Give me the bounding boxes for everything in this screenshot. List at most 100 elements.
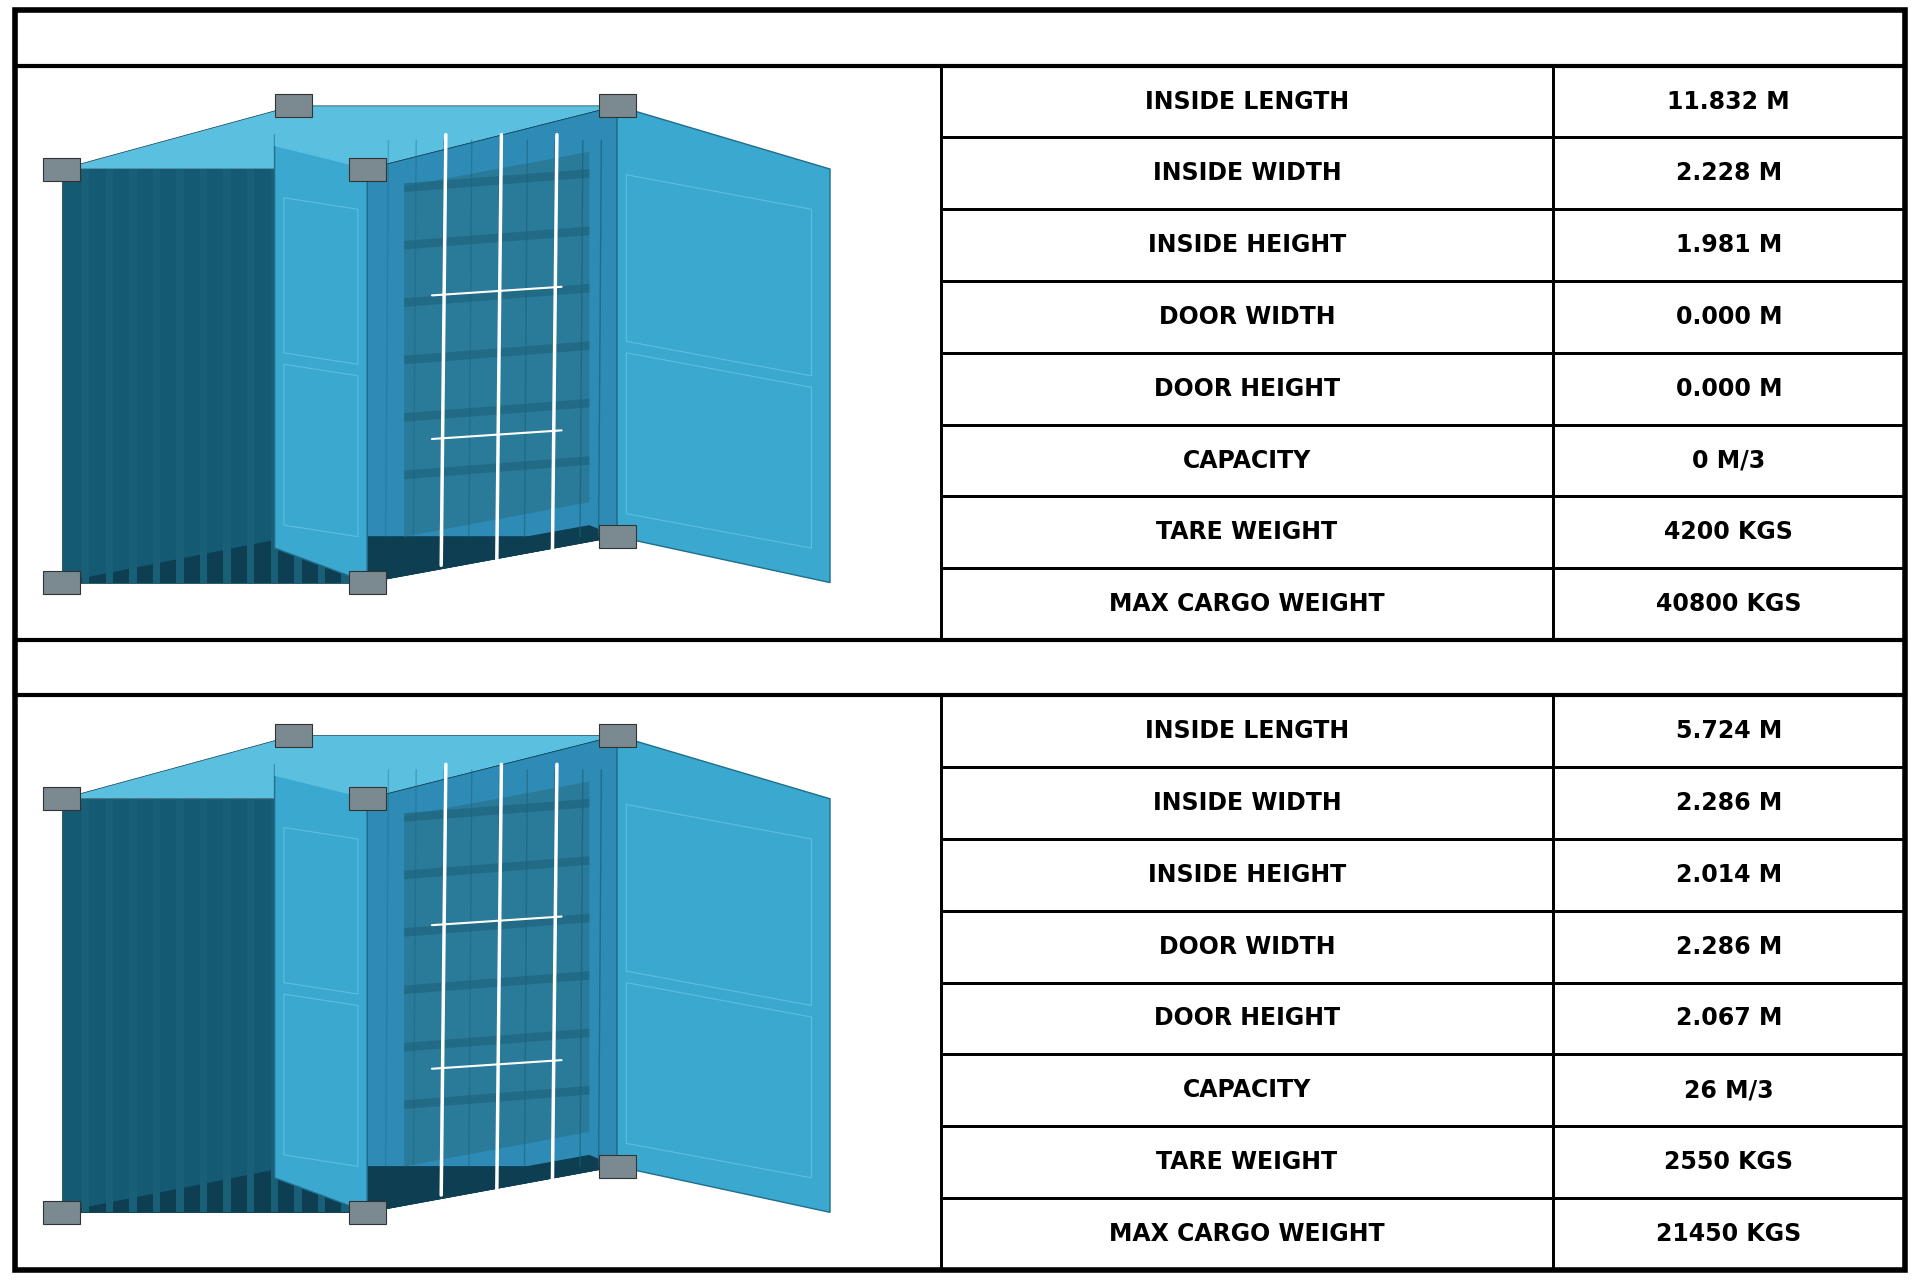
Polygon shape — [275, 759, 367, 799]
Polygon shape — [367, 736, 616, 1212]
Bar — [42, 787, 81, 810]
Text: 4200 KGS: 4200 KGS — [1665, 520, 1793, 544]
Polygon shape — [405, 914, 589, 937]
Bar — [599, 1155, 636, 1178]
Bar — [599, 95, 636, 118]
Text: TARE WEIGHT: TARE WEIGHT — [1156, 520, 1338, 544]
Polygon shape — [61, 536, 616, 582]
Text: 5.724 M: 5.724 M — [1676, 719, 1782, 744]
Text: 40800 KGS: 40800 KGS — [1657, 593, 1801, 616]
Text: MAX CARGO WEIGHT: MAX CARGO WEIGHT — [1110, 593, 1384, 616]
Text: 26 M/3: 26 M/3 — [1684, 1078, 1774, 1102]
Bar — [275, 95, 311, 118]
Text: INSIDE WIDTH: INSIDE WIDTH — [1152, 161, 1342, 186]
Polygon shape — [61, 169, 367, 582]
Text: INSIDE LENGTH: INSIDE LENGTH — [1144, 90, 1350, 114]
Polygon shape — [405, 1085, 589, 1108]
Bar — [349, 157, 386, 180]
Text: 0.000 M: 0.000 M — [1676, 305, 1782, 329]
Polygon shape — [223, 799, 230, 1212]
Polygon shape — [342, 799, 349, 1212]
Polygon shape — [83, 169, 90, 582]
Polygon shape — [248, 169, 253, 582]
Text: CAPACITY: CAPACITY — [1183, 1078, 1311, 1102]
Polygon shape — [405, 856, 589, 879]
Text: 20″ REFRIDGERATED: 20″ REFRIDGERATED — [739, 650, 1181, 685]
Text: 0 M/3: 0 M/3 — [1692, 448, 1764, 472]
Polygon shape — [200, 169, 207, 582]
Polygon shape — [271, 799, 278, 1212]
Polygon shape — [61, 106, 616, 169]
Polygon shape — [405, 169, 589, 192]
Polygon shape — [294, 169, 301, 582]
Polygon shape — [405, 284, 589, 307]
Polygon shape — [294, 799, 301, 1212]
Text: MAX CARGO WEIGHT: MAX CARGO WEIGHT — [1110, 1222, 1384, 1245]
Polygon shape — [83, 799, 90, 1212]
Polygon shape — [275, 764, 367, 1212]
Polygon shape — [275, 134, 367, 582]
Polygon shape — [177, 169, 184, 582]
Polygon shape — [342, 169, 349, 582]
Polygon shape — [317, 799, 324, 1212]
Text: 40″ FLATRACK: 40″ FLATRACK — [808, 20, 1112, 55]
Polygon shape — [405, 342, 589, 365]
Polygon shape — [405, 152, 589, 536]
Polygon shape — [405, 782, 589, 1166]
Polygon shape — [271, 169, 278, 582]
Polygon shape — [154, 169, 159, 582]
Polygon shape — [275, 129, 367, 169]
Polygon shape — [248, 799, 253, 1212]
Polygon shape — [405, 972, 589, 995]
Text: 2.286 M: 2.286 M — [1676, 791, 1782, 815]
Text: 2.067 M: 2.067 M — [1676, 1006, 1782, 1030]
Text: TARE WEIGHT: TARE WEIGHT — [1156, 1149, 1338, 1174]
Bar — [42, 571, 81, 594]
Text: 2.228 M: 2.228 M — [1676, 161, 1782, 186]
Polygon shape — [61, 1166, 616, 1212]
Text: 11.832 M: 11.832 M — [1667, 90, 1789, 114]
Text: CAPACITY: CAPACITY — [1183, 448, 1311, 472]
Polygon shape — [200, 799, 207, 1212]
Polygon shape — [616, 736, 829, 1212]
Text: INSIDE WIDTH: INSIDE WIDTH — [1152, 791, 1342, 815]
Polygon shape — [61, 799, 367, 1212]
Polygon shape — [405, 227, 589, 250]
Bar — [349, 787, 386, 810]
Bar — [275, 724, 311, 748]
Text: INSIDE LENGTH: INSIDE LENGTH — [1144, 719, 1350, 744]
Polygon shape — [367, 525, 616, 582]
Text: 2.014 M: 2.014 M — [1676, 863, 1782, 887]
Polygon shape — [405, 399, 589, 421]
Text: 2550 KGS: 2550 KGS — [1665, 1149, 1793, 1174]
Text: INSIDE HEIGHT: INSIDE HEIGHT — [1148, 233, 1346, 257]
Text: INSIDE HEIGHT: INSIDE HEIGHT — [1148, 863, 1346, 887]
Bar — [349, 1201, 386, 1224]
Text: DOOR WIDTH: DOOR WIDTH — [1160, 934, 1334, 959]
Polygon shape — [106, 799, 113, 1212]
Polygon shape — [367, 106, 616, 582]
Polygon shape — [405, 1029, 589, 1051]
Polygon shape — [616, 106, 829, 582]
Polygon shape — [317, 169, 324, 582]
Bar — [599, 724, 636, 748]
Polygon shape — [367, 1155, 616, 1212]
Text: DOOR WIDTH: DOOR WIDTH — [1160, 305, 1334, 329]
Polygon shape — [405, 456, 589, 479]
Bar — [42, 157, 81, 180]
Polygon shape — [106, 169, 113, 582]
Text: 1.981 M: 1.981 M — [1676, 233, 1782, 257]
Polygon shape — [405, 799, 589, 822]
Bar — [349, 571, 386, 594]
Text: DOOR HEIGHT: DOOR HEIGHT — [1154, 376, 1340, 401]
Text: 0.000 M: 0.000 M — [1676, 376, 1782, 401]
Text: 2.286 M: 2.286 M — [1676, 934, 1782, 959]
Bar — [15, 65, 941, 640]
Polygon shape — [129, 169, 136, 582]
Bar — [42, 1201, 81, 1224]
Polygon shape — [61, 736, 616, 799]
Text: 21450 KGS: 21450 KGS — [1657, 1222, 1801, 1245]
Bar — [599, 525, 636, 548]
Bar — [15, 695, 941, 1270]
Text: DOOR HEIGHT: DOOR HEIGHT — [1154, 1006, 1340, 1030]
